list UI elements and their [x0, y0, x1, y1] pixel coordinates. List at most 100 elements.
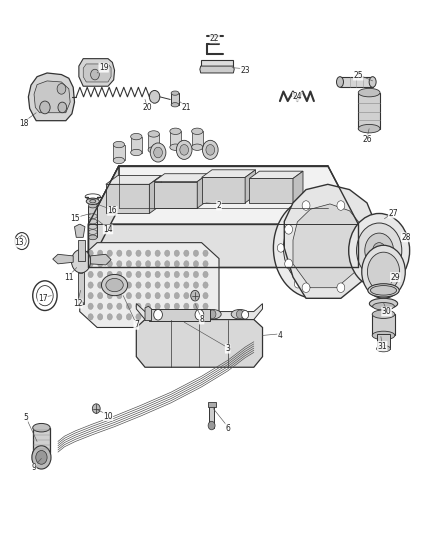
Polygon shape	[79, 59, 115, 86]
Circle shape	[174, 282, 180, 288]
Circle shape	[359, 222, 367, 231]
Text: 18: 18	[19, 119, 29, 128]
Ellipse shape	[372, 310, 395, 318]
Circle shape	[107, 303, 113, 310]
Bar	[209, 405, 214, 428]
Circle shape	[195, 310, 204, 320]
Polygon shape	[80, 243, 219, 327]
Circle shape	[32, 446, 51, 469]
Text: 22: 22	[210, 34, 219, 43]
Text: 4: 4	[278, 331, 283, 340]
Circle shape	[184, 293, 189, 299]
Bar	[131, 136, 142, 152]
Circle shape	[209, 310, 216, 318]
Circle shape	[174, 261, 180, 267]
Circle shape	[145, 314, 151, 320]
Circle shape	[126, 250, 131, 256]
Circle shape	[193, 261, 198, 267]
Bar	[358, 93, 380, 128]
Circle shape	[302, 201, 310, 211]
Circle shape	[88, 303, 93, 310]
Circle shape	[155, 282, 160, 288]
Circle shape	[165, 261, 170, 267]
Polygon shape	[293, 171, 303, 203]
Circle shape	[184, 314, 189, 320]
Circle shape	[283, 210, 346, 286]
Circle shape	[117, 293, 122, 299]
Ellipse shape	[176, 310, 193, 319]
Ellipse shape	[113, 141, 124, 148]
Polygon shape	[200, 66, 234, 73]
Circle shape	[174, 303, 180, 310]
Circle shape	[145, 271, 151, 278]
Ellipse shape	[170, 144, 181, 150]
Circle shape	[88, 261, 93, 267]
Ellipse shape	[369, 77, 376, 87]
Circle shape	[174, 271, 180, 278]
Circle shape	[174, 250, 180, 256]
Polygon shape	[250, 171, 303, 179]
Circle shape	[107, 271, 113, 278]
Text: 20: 20	[142, 103, 152, 112]
Polygon shape	[34, 81, 70, 113]
Bar	[88, 206, 97, 237]
Circle shape	[357, 223, 402, 278]
Circle shape	[98, 261, 103, 267]
Bar	[171, 93, 179, 105]
Circle shape	[155, 271, 160, 278]
Polygon shape	[88, 224, 358, 266]
Circle shape	[57, 84, 66, 94]
Circle shape	[152, 310, 159, 318]
Circle shape	[98, 282, 103, 288]
Polygon shape	[136, 304, 262, 319]
Ellipse shape	[336, 77, 343, 87]
Ellipse shape	[86, 198, 99, 205]
Circle shape	[193, 314, 198, 320]
Polygon shape	[250, 179, 293, 203]
Ellipse shape	[147, 310, 165, 319]
Circle shape	[107, 314, 113, 320]
Circle shape	[193, 303, 198, 310]
Circle shape	[285, 224, 293, 234]
Circle shape	[203, 303, 208, 310]
Polygon shape	[106, 184, 149, 214]
Text: 2: 2	[217, 201, 221, 210]
Circle shape	[88, 314, 93, 320]
Circle shape	[136, 293, 141, 299]
Text: 30: 30	[381, 307, 392, 316]
Polygon shape	[245, 170, 255, 203]
Circle shape	[36, 450, 47, 464]
Text: 5: 5	[23, 413, 28, 422]
Polygon shape	[28, 73, 74, 120]
Polygon shape	[197, 174, 208, 208]
Circle shape	[136, 261, 141, 267]
Circle shape	[165, 271, 170, 278]
Text: 27: 27	[388, 209, 398, 218]
Text: 28: 28	[401, 233, 411, 242]
Circle shape	[117, 282, 122, 288]
Circle shape	[203, 271, 208, 278]
Text: 6: 6	[225, 424, 230, 433]
Ellipse shape	[191, 128, 203, 134]
Circle shape	[126, 293, 131, 299]
Ellipse shape	[171, 103, 179, 107]
Circle shape	[88, 250, 93, 256]
Circle shape	[359, 251, 367, 261]
Ellipse shape	[102, 274, 127, 296]
Circle shape	[145, 250, 151, 256]
Ellipse shape	[358, 88, 380, 97]
Circle shape	[362, 245, 405, 298]
Polygon shape	[201, 170, 255, 177]
Circle shape	[136, 271, 141, 278]
Ellipse shape	[78, 270, 84, 273]
Ellipse shape	[170, 128, 181, 134]
Circle shape	[98, 303, 103, 310]
Polygon shape	[284, 184, 376, 298]
Bar	[113, 144, 124, 160]
Text: 7: 7	[134, 320, 139, 329]
Circle shape	[88, 282, 93, 288]
Bar	[78, 240, 85, 261]
Text: 25: 25	[353, 71, 363, 80]
Polygon shape	[201, 177, 245, 203]
Ellipse shape	[373, 303, 394, 310]
